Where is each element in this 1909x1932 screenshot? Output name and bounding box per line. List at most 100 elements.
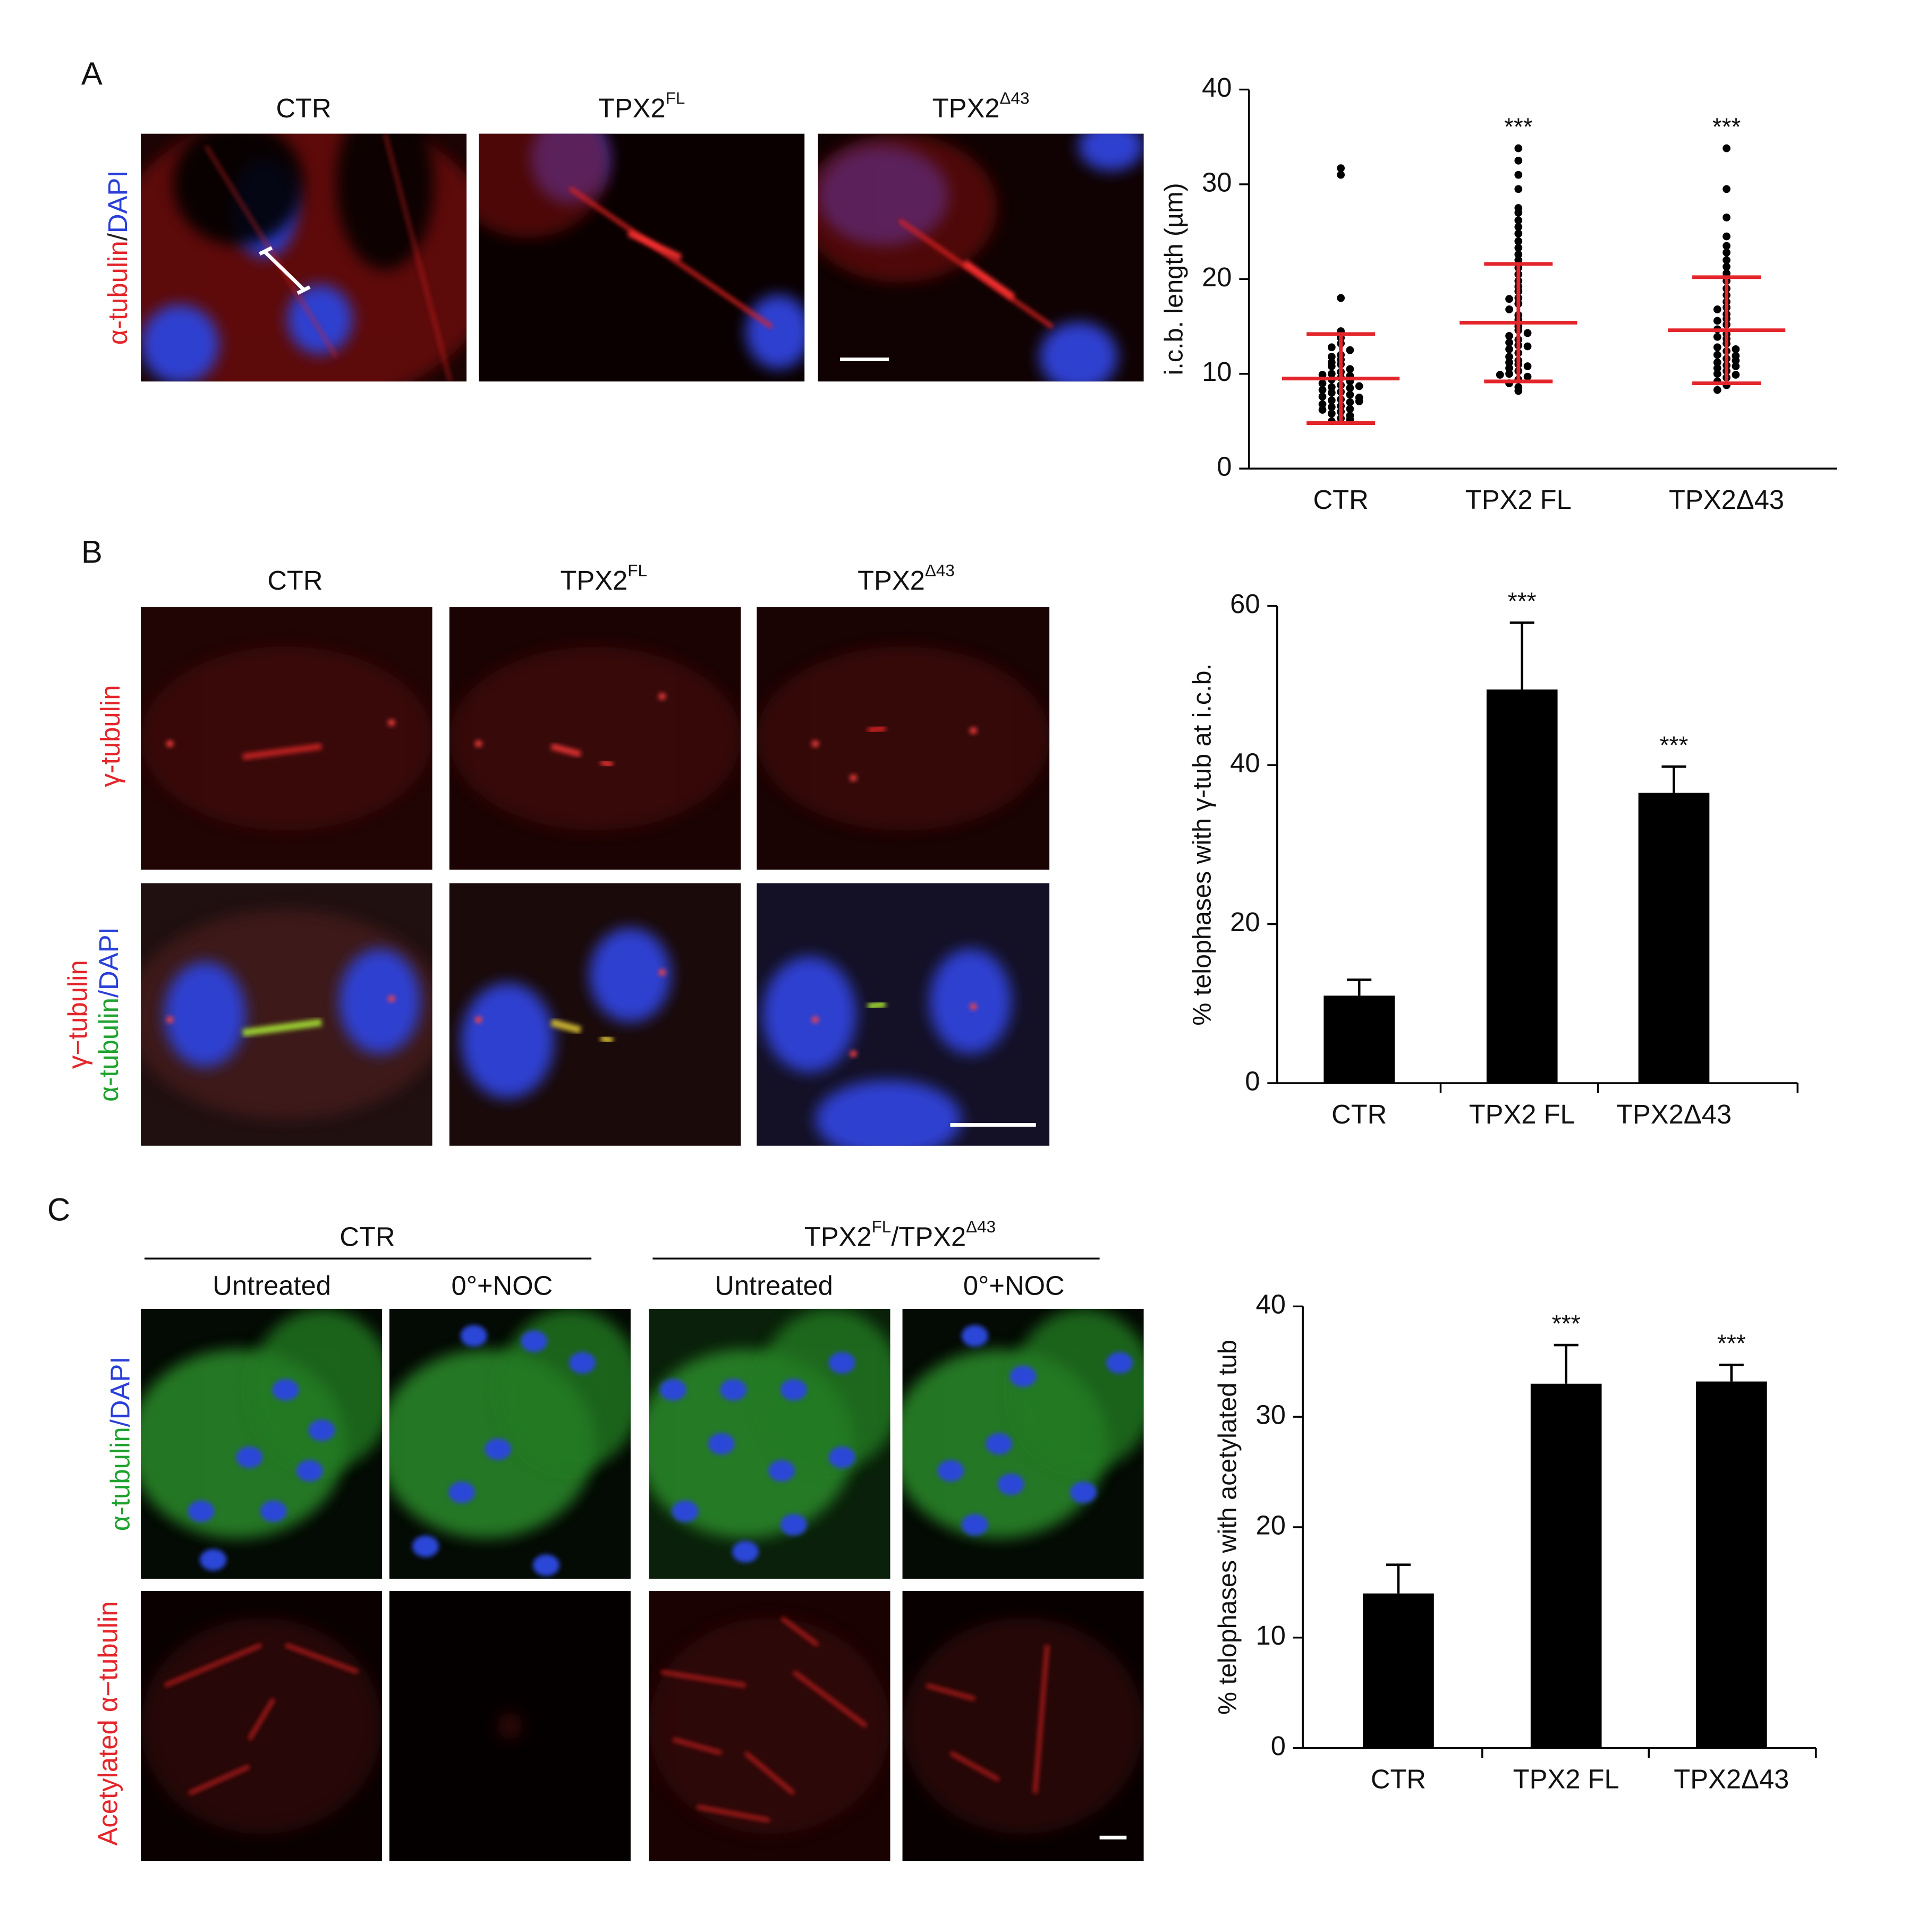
stain — [569, 1352, 596, 1374]
label-part: CTR — [276, 93, 331, 123]
label-part: / — [103, 233, 133, 241]
data-point — [1318, 406, 1327, 414]
fiber — [242, 743, 322, 760]
data-point — [1346, 405, 1354, 413]
image-content — [902, 1308, 1144, 1538]
superscript: Δ43 — [925, 561, 955, 580]
significance: *** — [1504, 113, 1533, 140]
label-part: /TPX2 — [891, 1222, 966, 1252]
stain — [937, 1460, 964, 1482]
data-point — [1514, 237, 1523, 245]
stain — [308, 1419, 335, 1441]
data-point — [1505, 364, 1513, 372]
data-point — [1514, 250, 1523, 259]
data-point — [1318, 400, 1327, 408]
label-part: Untreated — [213, 1271, 331, 1301]
data-point — [1713, 370, 1721, 378]
stain — [1009, 1365, 1037, 1388]
image-content — [757, 646, 1050, 831]
stain — [388, 995, 395, 1002]
label-part: TPX2 — [858, 565, 925, 595]
data-point — [1327, 362, 1336, 370]
y-axis-title: % telophases with γ-tub at i.c.b. — [1187, 663, 1216, 1026]
label-part: α-tubulin — [94, 998, 124, 1102]
stain — [850, 1050, 857, 1057]
x-tick-label: TPX2 FL — [1513, 1764, 1619, 1794]
micrograph — [757, 607, 1050, 870]
data-point — [1505, 345, 1513, 353]
data-point — [1346, 365, 1354, 373]
panel-letter: B — [81, 534, 103, 570]
label-part: DAPI — [103, 171, 133, 234]
label-part: Untreated — [715, 1271, 833, 1301]
data-point — [1723, 262, 1730, 271]
stain — [1106, 1352, 1133, 1374]
stain — [659, 1379, 686, 1401]
micrograph — [141, 883, 432, 1146]
stain — [485, 1438, 512, 1460]
micrograph — [649, 1308, 890, 1579]
data-point — [1713, 386, 1721, 394]
data-point — [1346, 346, 1354, 354]
y-axis-title: i.c.b. length (µm) — [1159, 183, 1188, 375]
data-point — [1505, 358, 1513, 367]
column-label: CTR — [267, 565, 323, 595]
data-point — [1355, 382, 1363, 390]
label-part: TPX2 — [598, 93, 666, 123]
bar — [1323, 995, 1395, 1084]
data-point — [1327, 403, 1336, 411]
fiber — [164, 1643, 262, 1688]
y-tick-label: 60 — [1230, 589, 1260, 619]
x-tick-label: TPX2 FL — [1465, 484, 1572, 515]
data-point — [1523, 329, 1532, 337]
stain — [498, 1308, 631, 1471]
row-label: γ−tubulin — [63, 960, 93, 1069]
fiber — [672, 1738, 722, 1755]
stain — [475, 1016, 482, 1023]
y-axis-title: % telophases with acetylated tub — [1214, 1340, 1242, 1715]
data-point — [1514, 216, 1523, 225]
fiber — [627, 230, 682, 261]
label-part: /DAPI — [105, 1357, 135, 1427]
micrograph — [449, 607, 741, 870]
stain — [902, 1618, 1144, 1834]
stain — [720, 1379, 747, 1401]
stain — [272, 1379, 299, 1401]
label-part: CTR — [267, 565, 323, 595]
stain — [498, 1712, 522, 1740]
superscript: FL — [627, 561, 647, 580]
stain — [811, 741, 819, 747]
data-point — [1514, 223, 1523, 231]
data-point — [1723, 214, 1730, 222]
y-tick-label: 0 — [1271, 1731, 1286, 1761]
micrograph — [141, 607, 432, 870]
data-point — [1514, 387, 1523, 395]
label-part: CTR — [340, 1222, 395, 1252]
data-point — [1713, 333, 1721, 341]
data-point — [1327, 389, 1336, 397]
data-point — [1505, 338, 1513, 347]
x-tick-label: TPX2Δ43 — [1674, 1764, 1789, 1794]
significance: *** — [1552, 1309, 1581, 1337]
data-point — [1496, 371, 1504, 379]
fiber — [963, 260, 1015, 300]
data-point — [1346, 390, 1354, 399]
stain — [757, 1308, 890, 1471]
label-part: Acetylated α−tubulin — [93, 1601, 123, 1845]
stain — [236, 1446, 263, 1468]
measure-bracket — [259, 246, 311, 295]
y-tick-label: 40 — [1256, 1289, 1286, 1320]
fiber — [188, 1765, 250, 1795]
stain — [1039, 322, 1118, 382]
image-content — [479, 133, 805, 369]
micrograph — [389, 1591, 631, 1861]
stain — [815, 1080, 962, 1146]
stain — [762, 956, 856, 1073]
image-content — [449, 646, 741, 831]
superscript: FL — [666, 89, 685, 108]
stain — [200, 1549, 227, 1571]
image-content — [461, 927, 671, 1099]
stain — [173, 133, 304, 245]
stain — [649, 1618, 890, 1834]
